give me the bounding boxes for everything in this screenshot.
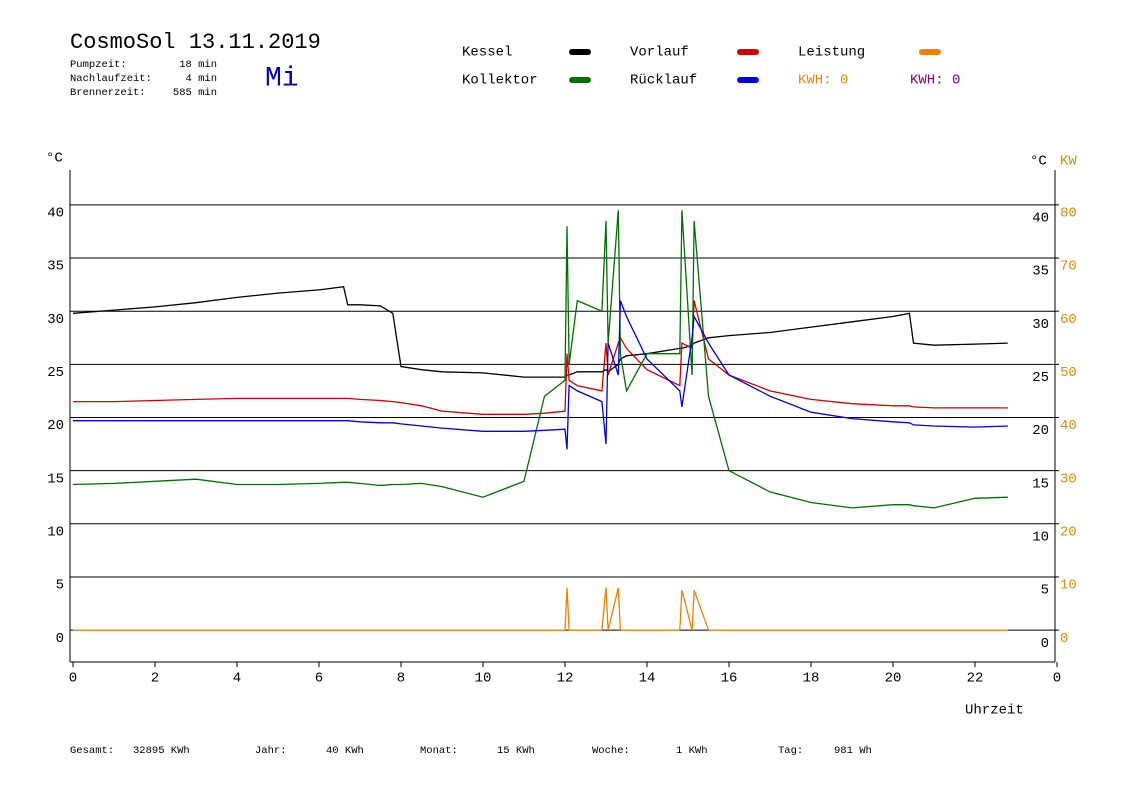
y-unit-right: °C <box>1030 154 1047 170</box>
series-line <box>72 285 1008 378</box>
legend-label: Vorlauf <box>630 45 689 61</box>
footer-label: Jahr: <box>255 745 287 757</box>
y-tick-label-right: 25 <box>1032 370 1049 386</box>
x-tick-label: 8 <box>397 671 405 687</box>
x-tick-label: 16 <box>721 671 738 687</box>
y2-unit: KW <box>1060 154 1077 170</box>
series-line <box>72 210 1008 509</box>
footer-value: 32895 KWh <box>133 745 190 757</box>
info-value: 585 min <box>173 87 217 99</box>
x-axis-label: Uhrzeit <box>965 703 1024 719</box>
footer-value: 981 Wh <box>834 745 872 757</box>
x-tick-label: 6 <box>315 671 323 687</box>
x-tick-label: 0 <box>1053 671 1061 687</box>
kwh-label: KWH: 0 <box>910 73 960 89</box>
y-tick-label: 35 <box>47 259 64 275</box>
y2-tick-label: 70 <box>1060 259 1077 275</box>
x-tick-label: 4 <box>233 671 241 687</box>
y2-tick-label: 50 <box>1060 365 1077 381</box>
info-value: 18 min <box>179 59 217 71</box>
footer-value: 15 KWh <box>497 745 535 757</box>
y-tick-label: 40 <box>47 206 64 222</box>
y2-tick-label: 80 <box>1060 206 1077 222</box>
y-tick-label: 0 <box>56 631 64 647</box>
x-tick-label: 0 <box>69 671 77 687</box>
footer-label: Monat: <box>420 745 458 757</box>
footer-label: Gesamt: <box>70 745 114 757</box>
y-tick-label: 30 <box>47 312 64 328</box>
y-unit: °C <box>46 151 63 167</box>
series-line <box>73 587 1008 631</box>
y2-tick-label: 30 <box>1060 471 1077 487</box>
info-value: 4 min <box>185 73 217 85</box>
y-tick-label-right: 35 <box>1032 264 1049 280</box>
x-tick-label: 18 <box>803 671 820 687</box>
kwh-label: KWH: 0 <box>798 73 848 89</box>
y2-tick-label: 10 <box>1060 578 1077 594</box>
x-tick-label: 12 <box>557 671 574 687</box>
chart-title: CosmoSol 13.11.2019 <box>70 30 321 55</box>
legend-label: Rücklauf <box>630 73 697 89</box>
y-tick-label-right: 0 <box>1041 636 1049 652</box>
info-label: Brennerzeit: <box>70 87 146 99</box>
legend-label: Kessel <box>462 45 512 61</box>
x-tick-label: 2 <box>151 671 159 687</box>
y-tick-label: 25 <box>47 365 64 381</box>
y2-tick-label: 20 <box>1060 525 1077 541</box>
x-tick-label: 14 <box>639 671 656 687</box>
legend-label: Leistung <box>798 45 865 61</box>
y-tick-label: 10 <box>47 525 64 541</box>
y-tick-label-right: 40 <box>1032 211 1049 227</box>
y-tick-label-right: 5 <box>1041 583 1049 599</box>
y-tick-label-right: 30 <box>1032 317 1049 333</box>
y-tick-label: 15 <box>47 471 64 487</box>
footer-value: 1 KWh <box>676 745 708 757</box>
x-tick-label: 20 <box>885 671 902 687</box>
info-label: Pumpzeit: <box>70 59 127 71</box>
footer-label: Tag: <box>778 745 803 757</box>
y-tick-label: 20 <box>47 418 64 434</box>
legend-label: Kollektor <box>462 73 538 89</box>
x-tick-label: 22 <box>967 671 984 687</box>
y-tick-label-right: 15 <box>1032 476 1049 492</box>
footer-label: Woche: <box>592 745 630 757</box>
footer-value: 40 KWh <box>326 745 364 757</box>
y2-tick-label: 0 <box>1060 631 1068 647</box>
series-line <box>73 300 1008 450</box>
y-tick-label: 5 <box>56 578 64 594</box>
x-tick-label: 10 <box>475 671 492 687</box>
series-line <box>73 300 1008 415</box>
y-tick-label-right: 10 <box>1032 530 1049 546</box>
info-label: Nachlaufzeit: <box>70 73 152 85</box>
y-tick-label-right: 20 <box>1032 423 1049 439</box>
weekday: Mi <box>265 63 299 94</box>
y2-tick-label: 40 <box>1060 418 1077 434</box>
y2-tick-label: 60 <box>1060 312 1077 328</box>
